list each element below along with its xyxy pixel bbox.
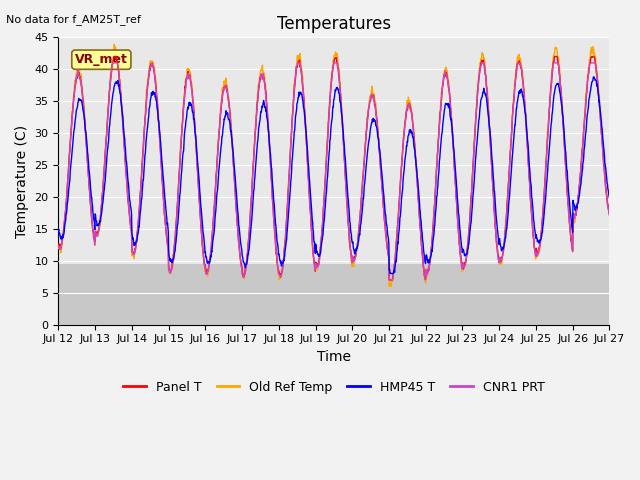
X-axis label: Time: Time xyxy=(317,350,351,364)
Text: No data for f_AM25T_ref: No data for f_AM25T_ref xyxy=(6,14,141,25)
Text: VR_met: VR_met xyxy=(75,53,128,66)
Legend: Panel T, Old Ref Temp, HMP45 T, CNR1 PRT: Panel T, Old Ref Temp, HMP45 T, CNR1 PRT xyxy=(118,376,549,399)
Bar xyxy=(58,264,609,324)
Title: Temperatures: Temperatures xyxy=(277,15,391,33)
Y-axis label: Temperature (C): Temperature (C) xyxy=(15,124,29,238)
